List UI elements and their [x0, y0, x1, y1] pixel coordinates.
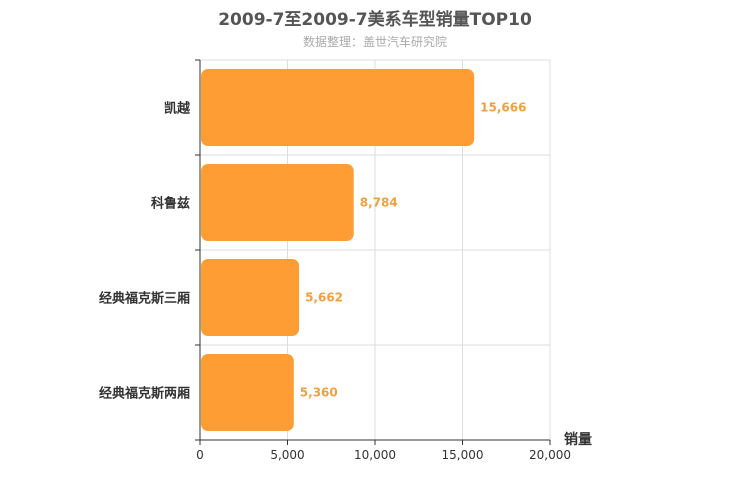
bar — [201, 259, 300, 336]
data-label: 5,662 — [305, 291, 343, 305]
x-axis-label: 销量 — [564, 431, 592, 448]
bar — [201, 69, 475, 146]
category-label: 科鲁兹 — [151, 196, 190, 212]
bar — [201, 164, 354, 241]
x-tick-label: 5,000 — [270, 448, 304, 462]
chart-subtitle: 数据整理：盖世汽车研究院 — [302, 35, 447, 49]
x-tick-label: 20,000 — [529, 448, 571, 462]
data-label: 5,360 — [300, 386, 338, 400]
category-label: 凯越 — [164, 101, 191, 117]
x-tick-label: 15,000 — [442, 448, 484, 462]
chart-title: 2009-7至2009-7美系车型销量TOP10 — [218, 10, 532, 30]
bar — [201, 354, 294, 431]
category-label: 经典福克斯两厢 — [99, 386, 190, 402]
data-label: 15,666 — [480, 101, 526, 115]
x-tick-label: 10,000 — [354, 448, 396, 462]
data-label: 8,784 — [360, 196, 398, 210]
x-tick-label: 0 — [196, 448, 204, 462]
category-label: 经典福克斯三厢 — [99, 291, 190, 307]
